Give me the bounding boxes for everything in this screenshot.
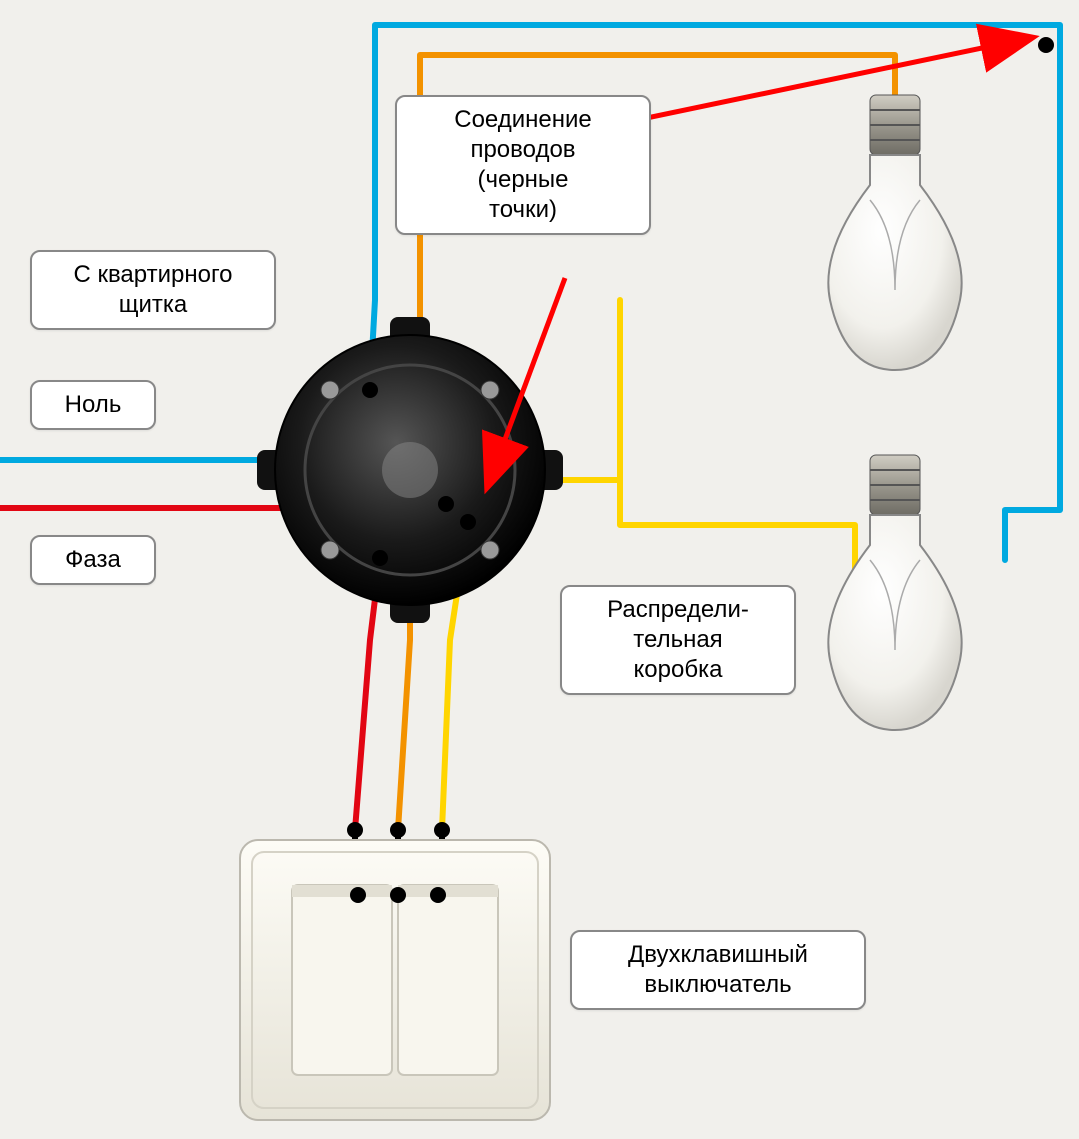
connection-dot [434,822,450,838]
connection-dot [372,550,388,566]
connection-dot [347,822,363,838]
connection-dot [362,382,378,398]
label-phase: Фаза [30,535,156,585]
label-from-panel: С квартирногощитка [30,250,276,330]
bulb-1 [828,95,961,370]
connection-dot [390,887,406,903]
two-gang-switch [240,840,550,1120]
wire-neutral-tap [1005,45,1060,560]
bulb-2 [828,455,961,730]
connection-dot [430,887,446,903]
connection-dot [438,496,454,512]
connection-dot [460,514,476,530]
label-connection-points: Соединениепроводов(черныеточки) [395,95,651,235]
label-junction-box: Распредели-тельнаякоробка [560,585,796,695]
label-neutral: Ноль [30,380,156,430]
wiring-diagram: Соединениепроводов(черныеточки) С кварти… [0,0,1079,1134]
connection-dot [350,887,366,903]
junction-box [257,317,563,623]
label-two-gang-switch: Двухклавишныйвыключатель [570,930,866,1010]
connection-dot [390,822,406,838]
connection-dot [1038,37,1054,53]
